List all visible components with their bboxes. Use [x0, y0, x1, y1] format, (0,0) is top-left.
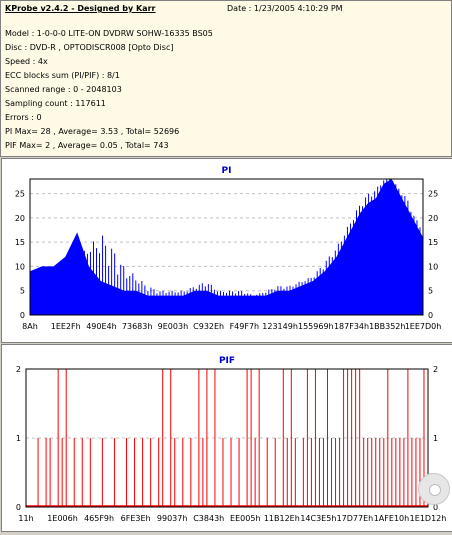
pi-ytick-label-left: 0: [20, 311, 25, 320]
pif-plot-border: [25, 368, 429, 508]
ecc-sum: ECC blocks sum (PI/PIF) : 8/1: [5, 71, 120, 80]
pi-xtick-label: C932Eh: [193, 322, 224, 331]
pif-xtick-label: C3843h: [193, 514, 224, 523]
pi-xtick-label: 155969h: [298, 322, 334, 331]
pif-xtick-label: 11B12Eh: [264, 514, 300, 523]
pi-ytick-label-right: 25: [428, 190, 438, 199]
pi-stats: PI Max= 28 , Average= 3.53 , Total= 5269…: [5, 127, 180, 136]
pi-ytick-label-left: 25: [15, 190, 25, 199]
pi-ytick-label-left: 10: [15, 262, 25, 271]
pif-ytick-label-right: 1: [433, 434, 438, 443]
pi-xtick-label: 490E4h: [86, 322, 116, 331]
pi-plot-border: [29, 178, 424, 316]
pif-ytick-label-right: 2: [433, 365, 438, 374]
pif-chart-title: PIF: [219, 356, 235, 366]
pi-xtick-label: 8Ah: [22, 322, 38, 331]
pif-ytick-label-left: 0: [16, 503, 21, 512]
errors-count: Errors : 0: [5, 113, 42, 122]
pif-ytick-label-left: 1: [16, 434, 21, 443]
pi-area: [30, 179, 423, 315]
pif-stats: PIF Max= 2 , Average= 0.05 , Total= 743: [5, 141, 169, 150]
pi-ytick-label-right: 20: [428, 214, 438, 223]
pi-ytick-label-left: 20: [15, 214, 25, 223]
pi-ytick-label-right: 0: [428, 311, 433, 320]
pif-xtick-label: 14C3E5h: [300, 514, 336, 523]
pi-chart-title: PI: [222, 166, 232, 176]
pif-ytick-label-left: 2: [16, 365, 21, 374]
pif-xtick-label: 1AFE10h: [374, 514, 409, 523]
pif-xtick-label: 11h: [18, 514, 33, 523]
pif-xtick-label: 17D77Eh: [337, 514, 374, 523]
pi-xtick-label: 187F34h: [334, 322, 369, 331]
pi-xtick-label: F49F7h: [230, 322, 260, 331]
pif-xtick-label: 1E1D12h: [410, 514, 447, 523]
app-title: KProbe v2.4.2 - Designed by Karr: [5, 4, 156, 13]
pif-ytick-label-right: 0: [433, 503, 438, 512]
pif-xtick-label: 465F9h: [84, 514, 114, 523]
pif-xtick-label: 1E006h: [47, 514, 77, 523]
pi-chart: PI 0 0 5 5 10 10 15 15 20 20 25 25 8Ah 1EE2Fh 490E4h 736…: [15, 166, 442, 331]
pif-chart: PIF 0 0 1 1 2 2 11h 1E006h 465F9h 6FE3Eh 99037h C384…: [16, 356, 447, 523]
pi-xtick-label: 1BB352h: [369, 322, 405, 331]
pi-ytick-label-left: 5: [20, 287, 25, 296]
pif-xtick-label: 6FE3Eh: [121, 514, 151, 523]
pi-ytick-label-right: 5: [428, 287, 433, 296]
pi-chart-panel: PI 0 0 5 5 10 10 15 15 20 20 25 25 8Ah 1EE2Fh 490E4h 736…: [1, 158, 452, 343]
pi-xtick-label: 1EE7D0h: [405, 322, 442, 331]
info-panel: KProbe v2.4.2 - Designed by Karr Date : …: [0, 0, 452, 157]
drive-model: Model : 1-0-0-0 LITE-ON DVDRW SOHW-16335…: [5, 29, 213, 38]
pi-ytick-label-right: 15: [428, 238, 438, 247]
disc-info: Disc : DVD-R , OPTODISCR008 [Opto Disc]: [5, 43, 174, 52]
speed-info: Speed : 4x: [5, 57, 48, 66]
pi-xtick-label: 123149h: [262, 322, 298, 331]
pif-xtick-label: 99037h: [157, 514, 188, 523]
sampling-count: Sampling count : 117611: [5, 99, 106, 108]
disc-watermark-icon: [418, 473, 450, 505]
pif-chart-panel: PIF 0 0 1 1 2 2 11h 1E006h 465F9h 6FE3Eh 99037h C384…: [1, 344, 452, 532]
pi-xtick-label: 1EE2Fh: [51, 322, 81, 331]
pi-ytick-label-left: 15: [15, 238, 25, 247]
pi-ytick-label-right: 10: [428, 262, 438, 271]
scanned-range: Scanned range : 0 - 2048103: [5, 85, 122, 94]
pif-xtick-label: EE005h: [230, 514, 260, 523]
pi-xtick-label: 73683h: [122, 322, 153, 331]
pi-xtick-label: 9E003h: [158, 322, 188, 331]
scan-date: Date : 1/23/2005 4:10:29 PM: [227, 4, 343, 13]
